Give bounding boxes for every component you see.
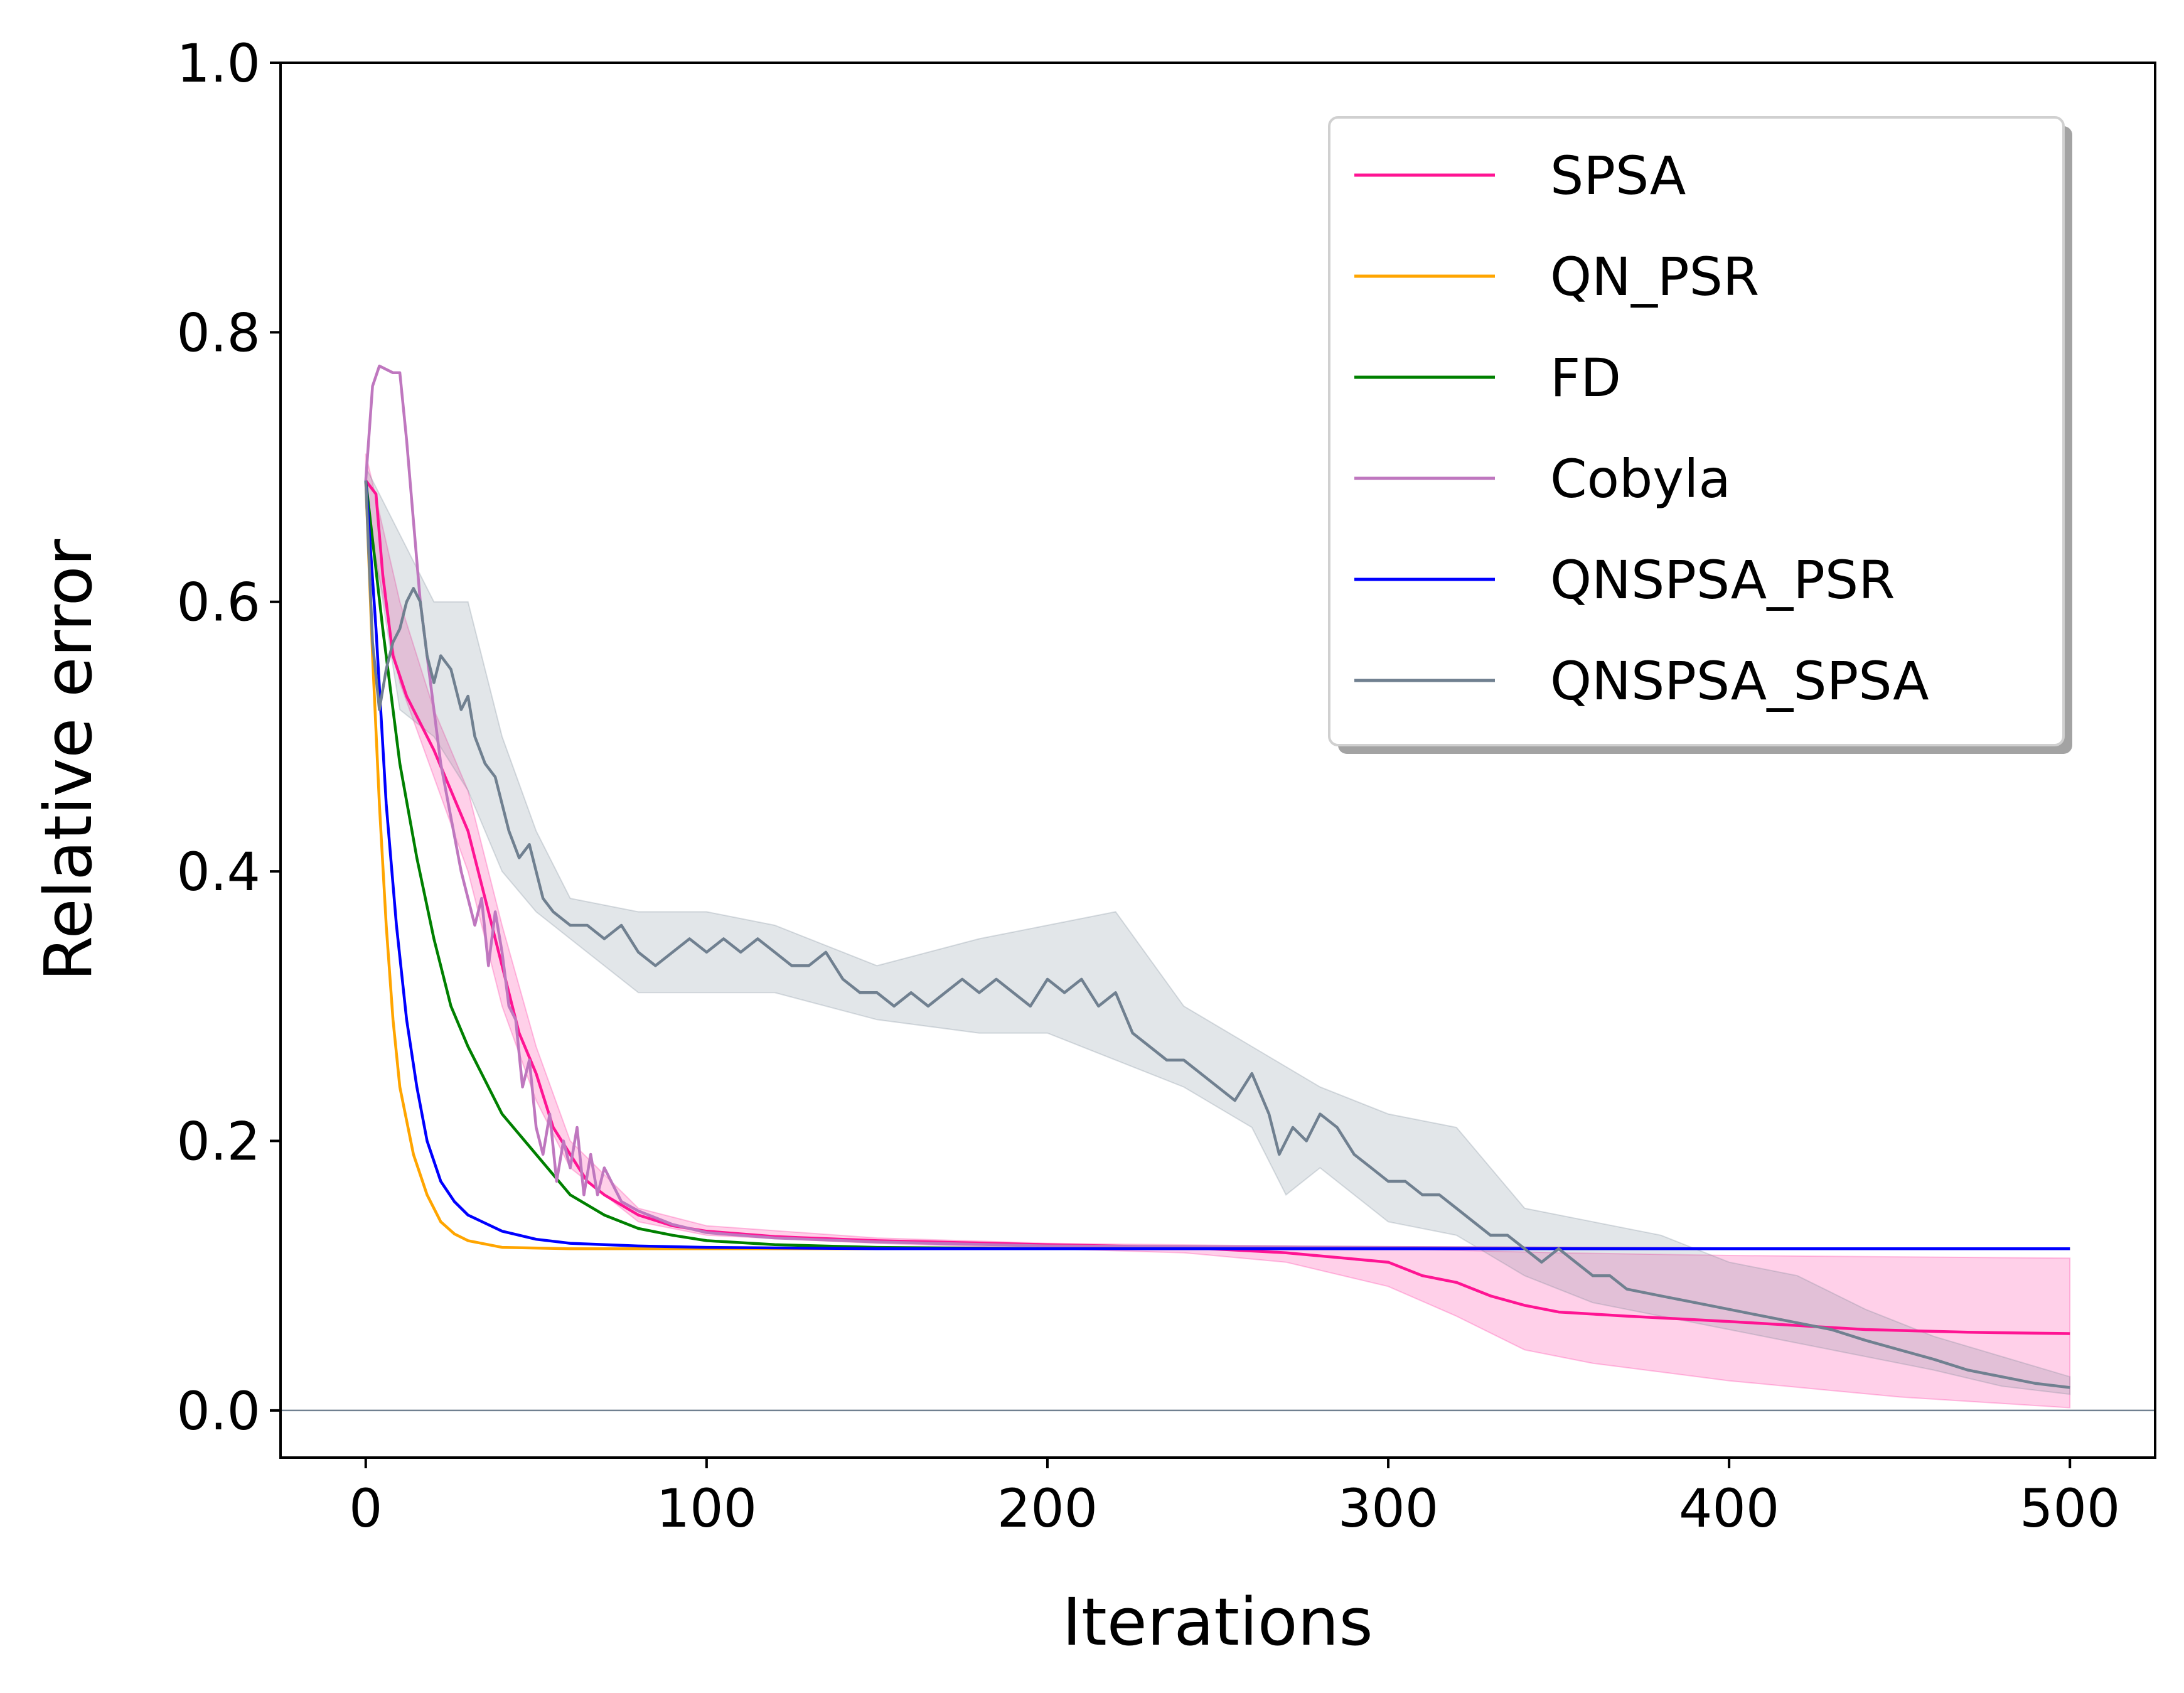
y-tick-label: 1.0 xyxy=(176,33,260,94)
x-tick-label: 500 xyxy=(2020,1478,2120,1539)
legend-label-qn-psr: QN_PSR xyxy=(1550,246,1759,308)
legend-label-qnspsa-psr: QNSPSA_PSR xyxy=(1550,549,1895,611)
plot-frame xyxy=(279,62,2156,1459)
y-tick-label: 0.6 xyxy=(176,572,260,633)
line-spsa xyxy=(365,480,2070,1335)
confidence-bands xyxy=(365,453,2071,1409)
y-tick-label: 0.4 xyxy=(176,841,260,903)
x-tick-label: 200 xyxy=(997,1478,1098,1539)
x-tick-label: 400 xyxy=(1679,1478,1779,1539)
x-tick-label: 0 xyxy=(349,1478,382,1539)
legend-label-spsa: SPSA xyxy=(1550,145,1686,207)
y-tick-label: 0.8 xyxy=(176,302,260,363)
y-axis-label: Relative error xyxy=(30,539,107,981)
legend-label-cobyla: Cobyla xyxy=(1550,448,1731,510)
series-lines xyxy=(364,364,2070,1389)
legend-label-fd: FD xyxy=(1550,347,1621,409)
line-qnspsa-psr xyxy=(364,480,2070,1250)
y-tick-label: 0.2 xyxy=(176,1110,260,1172)
legend-box xyxy=(1328,116,2065,746)
line-qnspsa-spsa xyxy=(364,480,2070,1389)
legend-label-qnspsa-spsa: QNSPSA_SPSA xyxy=(1550,650,1929,712)
x-axis-ticks: 0 100 200 300 400 500 xyxy=(349,1458,2120,1539)
band-spsa xyxy=(365,453,2071,1409)
y-tick-label: 0.0 xyxy=(176,1380,260,1442)
x-tick-label: 100 xyxy=(656,1478,757,1539)
y-axis-ticks: 0.0 0.2 0.4 0.6 0.8 1.0 xyxy=(176,33,281,1442)
legend: SPSA QN_PSR FD Cobyla QNSPSA_PSR QNSPSA_SPSA xyxy=(1328,116,2072,754)
x-tick-label: 300 xyxy=(1338,1478,1438,1539)
x-axis-label: Iterations xyxy=(1062,1584,1373,1660)
band-qnspsa-spsa xyxy=(365,466,2071,1395)
